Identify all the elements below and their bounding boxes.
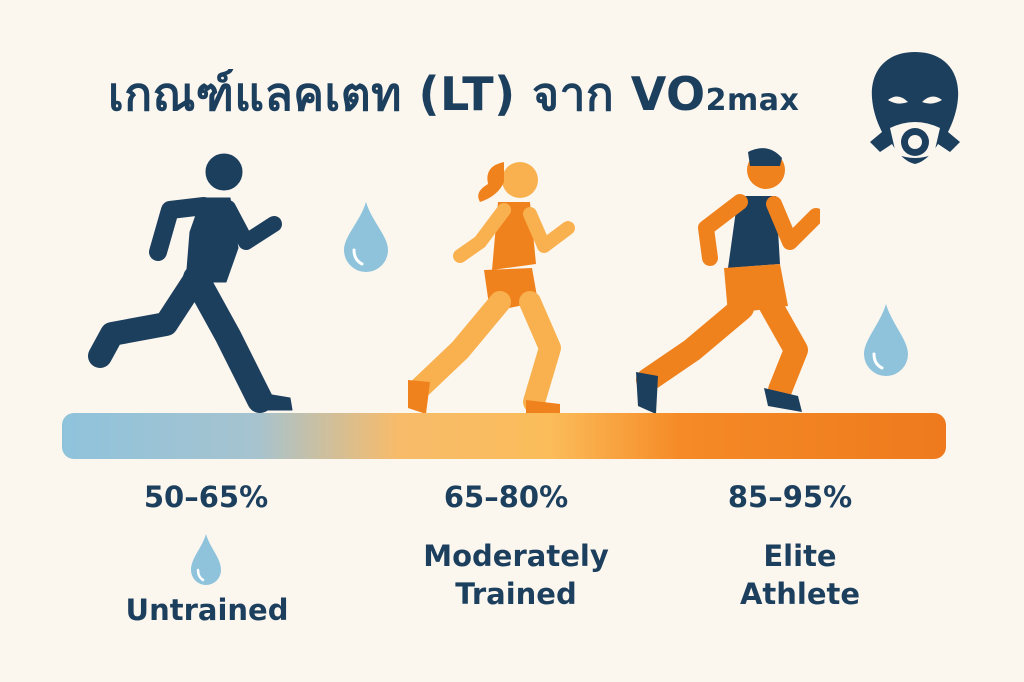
level-label-untrained: Untrained	[77, 592, 337, 630]
label-line: Athlete	[739, 576, 861, 611]
runner-icon-moderate	[408, 162, 575, 414]
water-drop-icon	[864, 304, 908, 376]
title-main: เกณฑ์แลคเตท (LT) จาก VO	[108, 67, 706, 121]
label-line: Trained	[455, 576, 577, 611]
runner-icon-untrained	[88, 153, 293, 413]
title-subscript: 2max	[705, 83, 800, 118]
water-drop-icon	[344, 202, 388, 272]
intensity-gradient-bar	[62, 413, 946, 459]
label-line: Moderately	[423, 539, 609, 573]
level-label-elite: Elite Athlete	[670, 538, 930, 613]
percent-range-untrained: 50–65%	[143, 480, 269, 514]
runner-icon-elite	[636, 148, 820, 414]
level-label-moderate: Moderately Trained	[386, 538, 646, 613]
gas-mask-icon	[870, 52, 960, 164]
label-line: Untrained	[125, 593, 289, 627]
water-drop-icon	[191, 534, 221, 585]
page-title: เกณฑ์แลคเตท (LT) จาก VO2max	[108, 58, 799, 131]
label-line: Elite	[763, 539, 837, 573]
percent-range-moderate: 65–80%	[443, 480, 569, 514]
percent-range-elite: 85–95%	[727, 480, 853, 514]
